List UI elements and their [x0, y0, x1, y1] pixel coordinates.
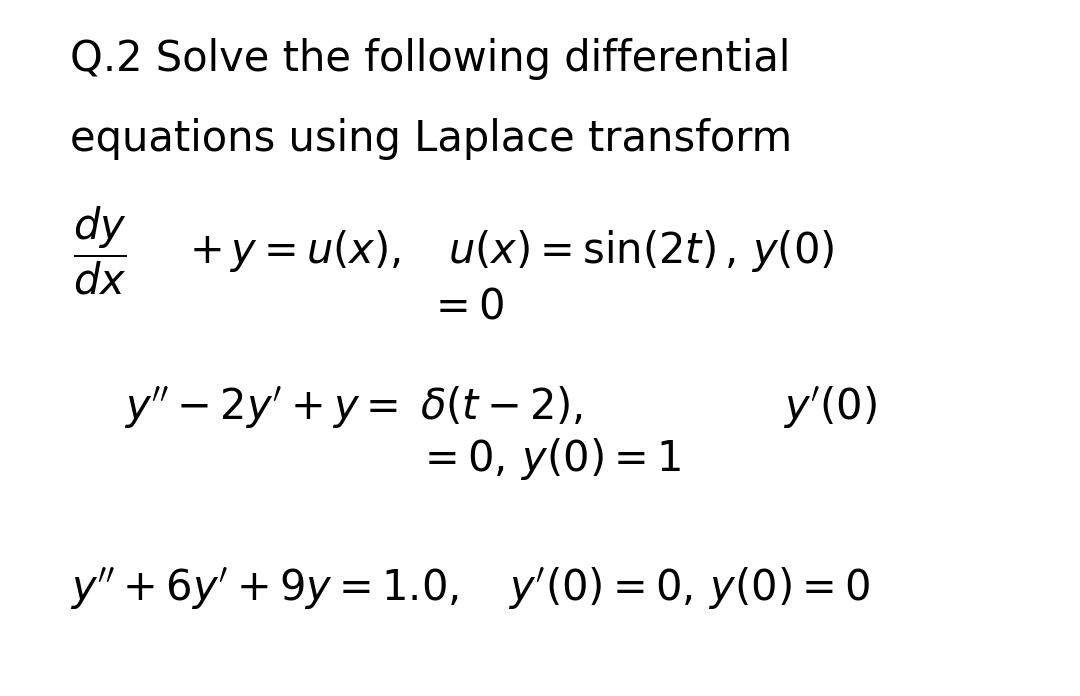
Text: $+\,y = u(x),$: $+\,y = u(x),$ [189, 228, 401, 274]
Text: $y'' + 6y' + 9y = 1.0,\quad y'(0) = 0,\,y(0) = 0$: $y'' + 6y' + 9y = 1.0,\quad y'(0) = 0,\,… [70, 565, 870, 611]
Text: $= 0$: $= 0$ [427, 285, 503, 327]
Text: equations using Laplace transform: equations using Laplace transform [70, 118, 793, 160]
Text: $y'(0)$: $y'(0)$ [783, 384, 877, 430]
Text: $y'' - 2y' + y = \;\delta(t - 2),$: $y'' - 2y' + y = \;\delta(t - 2),$ [124, 384, 583, 430]
Text: Q.2 Solve the following differential: Q.2 Solve the following differential [70, 38, 791, 80]
Text: $u(x) = \sin(2t)\,,\,y(0)$: $u(x) = \sin(2t)\,,\,y(0)$ [448, 228, 835, 274]
Text: $= 0,\,y(0) = 1$: $= 0,\,y(0) = 1$ [416, 436, 680, 482]
Text: $\dfrac{dy}{dx}$: $\dfrac{dy}{dx}$ [73, 205, 127, 296]
